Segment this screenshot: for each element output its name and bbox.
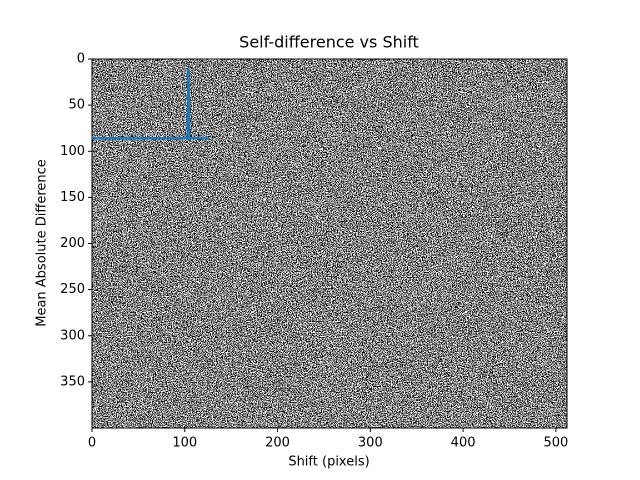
y-tick-label: 150 (60, 190, 85, 205)
y-tick-label: 350 (60, 374, 85, 389)
data-line (92, 68, 210, 140)
chart-title: Self-difference vs Shift (239, 33, 419, 52)
noise-image (92, 59, 567, 428)
y-tick-label: 0 (77, 52, 85, 67)
x-tick-label: 400 (451, 436, 476, 451)
y-axis-label: Mean Absolute Difference (35, 159, 50, 327)
x-axis-label: Shift (pixels) (288, 455, 369, 470)
x-tick-label: 0 (88, 436, 96, 451)
y-tick-label: 50 (68, 98, 85, 113)
x-tick-label: 100 (172, 436, 197, 451)
y-tick-label: 200 (60, 236, 85, 251)
y-tick-label: 300 (60, 328, 85, 343)
y-tick-label: 100 (60, 144, 85, 159)
y-tick-label: 250 (60, 282, 85, 297)
x-tick-label: 500 (543, 436, 568, 451)
x-tick-label: 200 (265, 436, 290, 451)
x-tick-label: 300 (358, 436, 383, 451)
